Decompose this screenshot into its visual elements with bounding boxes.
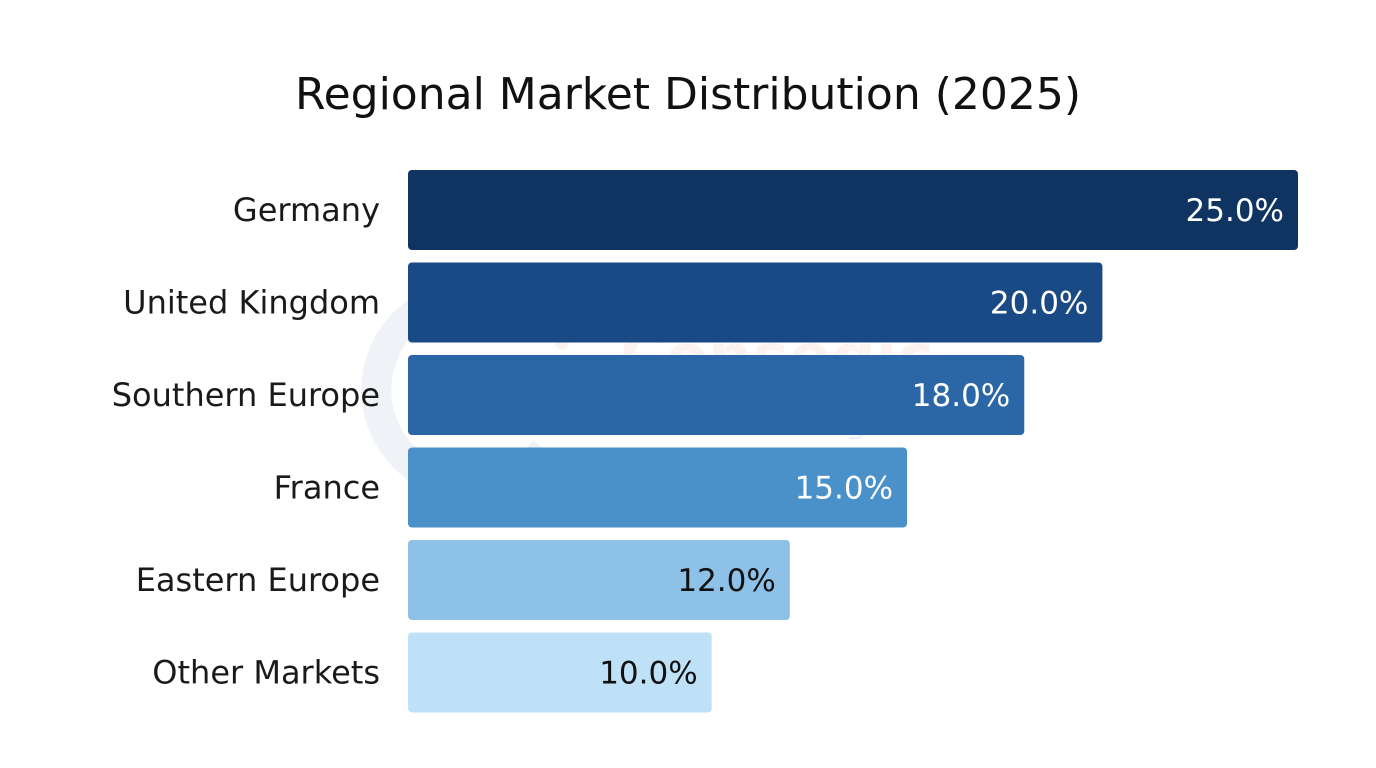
bar-france (408, 447, 908, 528)
category-label: Other Markets (152, 654, 380, 692)
category-label: France (274, 469, 380, 507)
value-label: 15.0% (795, 471, 893, 507)
category-label: Germany (233, 191, 380, 229)
value-label: 25.0% (1186, 193, 1284, 229)
value-label: 10.0% (599, 656, 697, 692)
value-label: 18.0% (912, 378, 1010, 414)
bar-eastern-europe (408, 540, 790, 620)
chart-title: Regional Market Distribution (2025) (295, 69, 1081, 120)
category-label: Southern Europe (112, 376, 380, 414)
bar-southern-europe (408, 355, 1025, 435)
category-label: United Kingdom (123, 284, 380, 322)
bar-united-kingdom (408, 262, 1103, 343)
bars-group: Germany 25.0% United Kingdom 20.0% Southern … (112, 170, 1298, 713)
value-label: 20.0% (990, 286, 1088, 322)
category-label: Eastern Europe (136, 561, 380, 599)
bar-other-markets (408, 632, 712, 713)
value-label: 12.0% (677, 563, 775, 599)
bar-germany (408, 170, 1298, 250)
